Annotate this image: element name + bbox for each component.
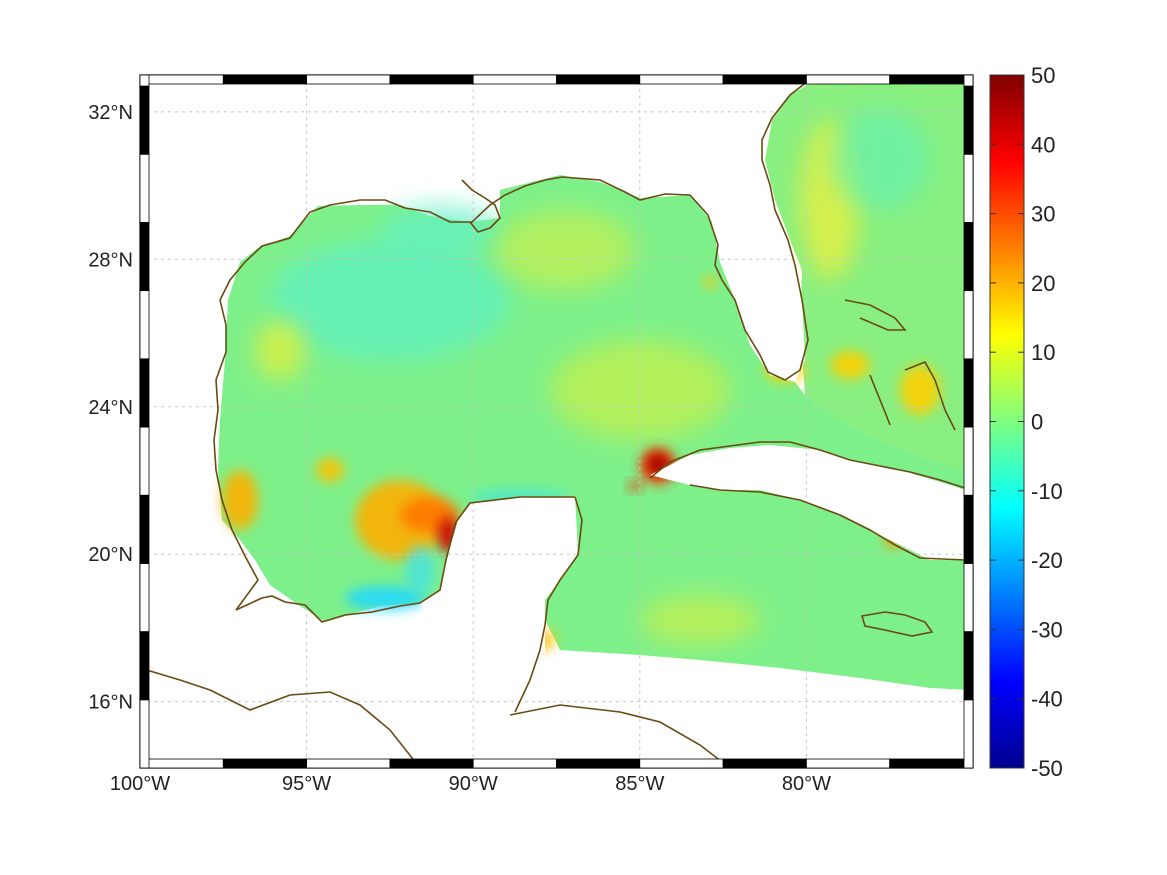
florida-coast [689, 77, 813, 381]
frame-band-right [963, 74, 974, 87]
colorbar-tick-label: 50 [1031, 63, 1055, 88]
frame-band-top [139, 74, 224, 85]
frame-band-left [139, 699, 150, 769]
frame-band-left [139, 358, 150, 428]
frame-band-bottom [472, 758, 557, 769]
colorbar-tick-label: 0 [1031, 410, 1043, 435]
frame-band-bottom [306, 758, 391, 769]
frame-band-bottom [722, 758, 807, 769]
mississippi-delta [461, 179, 501, 233]
frame-band-top [806, 74, 891, 85]
frame-band-top [889, 74, 974, 85]
colorbar-ticks: 50 40 30 20 10 0 -10 -20 -30 -40 -50 [990, 63, 1063, 781]
frame-band-bottom [139, 758, 224, 769]
colorbar-tick-label: -50 [1031, 756, 1063, 781]
colorbar-tick-label: -10 [1031, 479, 1063, 504]
graticule [140, 75, 973, 768]
central-america-coast [140, 667, 731, 768]
frame-band-right [963, 494, 974, 564]
yucatan-land [420, 497, 578, 700]
frame-band-bottom [556, 758, 641, 769]
frame-band-top [306, 74, 391, 85]
frame-band-left [139, 222, 150, 292]
frame-band-bottom [222, 758, 308, 769]
frame-band-left [139, 426, 150, 496]
frame-band-top [722, 74, 807, 85]
frame-band-right [963, 563, 974, 633]
colorbar-tick-label: 40 [1031, 132, 1055, 157]
florida-land [640, 82, 812, 382]
frame-band-left [139, 74, 150, 87]
map-frame [139, 74, 974, 769]
yucatan-coast [514, 496, 583, 713]
frame-band-top [389, 74, 474, 85]
frame-band-left [139, 290, 150, 360]
lon-tick-label: 90°W [449, 773, 498, 795]
cuba-coast [649, 441, 966, 561]
colorbar-tick-label: -40 [1031, 687, 1063, 712]
bahamas-coast [844, 299, 956, 431]
coastlines [140, 77, 966, 768]
colorbar: 50 40 30 20 10 0 -10 -20 -30 -40 -50 [989, 63, 1063, 781]
lat-tick-label: 16°N [88, 692, 133, 714]
lon-tick-label: 100°W [110, 773, 170, 795]
lat-tick-label: 20°N [88, 544, 133, 566]
lon-tick-label: 95°W [282, 773, 331, 795]
frame-band-right [963, 290, 974, 360]
frame-band-right [963, 699, 974, 769]
frame-band-bottom [639, 758, 724, 769]
mexico-east-coast [213, 176, 691, 611]
frame-band-left [139, 494, 150, 564]
frame-band-top [556, 74, 641, 85]
frame-band-top [639, 74, 724, 85]
frame-band-right [963, 85, 974, 155]
frame-band-right [963, 222, 974, 292]
us-gulf-coast [235, 496, 575, 623]
frame-band-bottom [806, 758, 891, 769]
data-field [218, 82, 970, 700]
lon-tick-label: 85°W [615, 773, 664, 795]
lat-tick-label: 32°N [88, 102, 133, 124]
colorbar-tick-label: 20 [1031, 271, 1055, 296]
frame-band-bottom [889, 758, 974, 769]
frame-band-top [222, 74, 308, 85]
longitude-tick-labels: 100°W 95°W 90°W 85°W 80°W [110, 773, 831, 795]
frame-band-right [963, 426, 974, 496]
colorbar-tick-label: -30 [1031, 617, 1063, 642]
frame-band-right [963, 153, 974, 223]
colorbar-tick-label: 10 [1031, 340, 1055, 365]
colorbar-tick-label: 30 [1031, 202, 1055, 227]
frame-band-right [963, 631, 974, 701]
frame-band-bottom [389, 758, 474, 769]
lat-tick-label: 24°N [88, 397, 133, 419]
latitude-tick-labels: 32°N 28°N 24°N 20°N 16°N [88, 102, 133, 714]
lon-tick-label: 80°W [782, 773, 831, 795]
lat-tick-label: 28°N [88, 249, 133, 271]
frame-band-left [139, 631, 150, 701]
frame-band-right [963, 358, 974, 428]
colorbar-tick-label: -20 [1031, 548, 1063, 573]
frame-band-left [139, 153, 150, 223]
frame-band-left [139, 563, 150, 633]
frame-band-left [139, 85, 150, 155]
frame-band-top [472, 74, 557, 85]
jamaica-coast [860, 611, 934, 637]
